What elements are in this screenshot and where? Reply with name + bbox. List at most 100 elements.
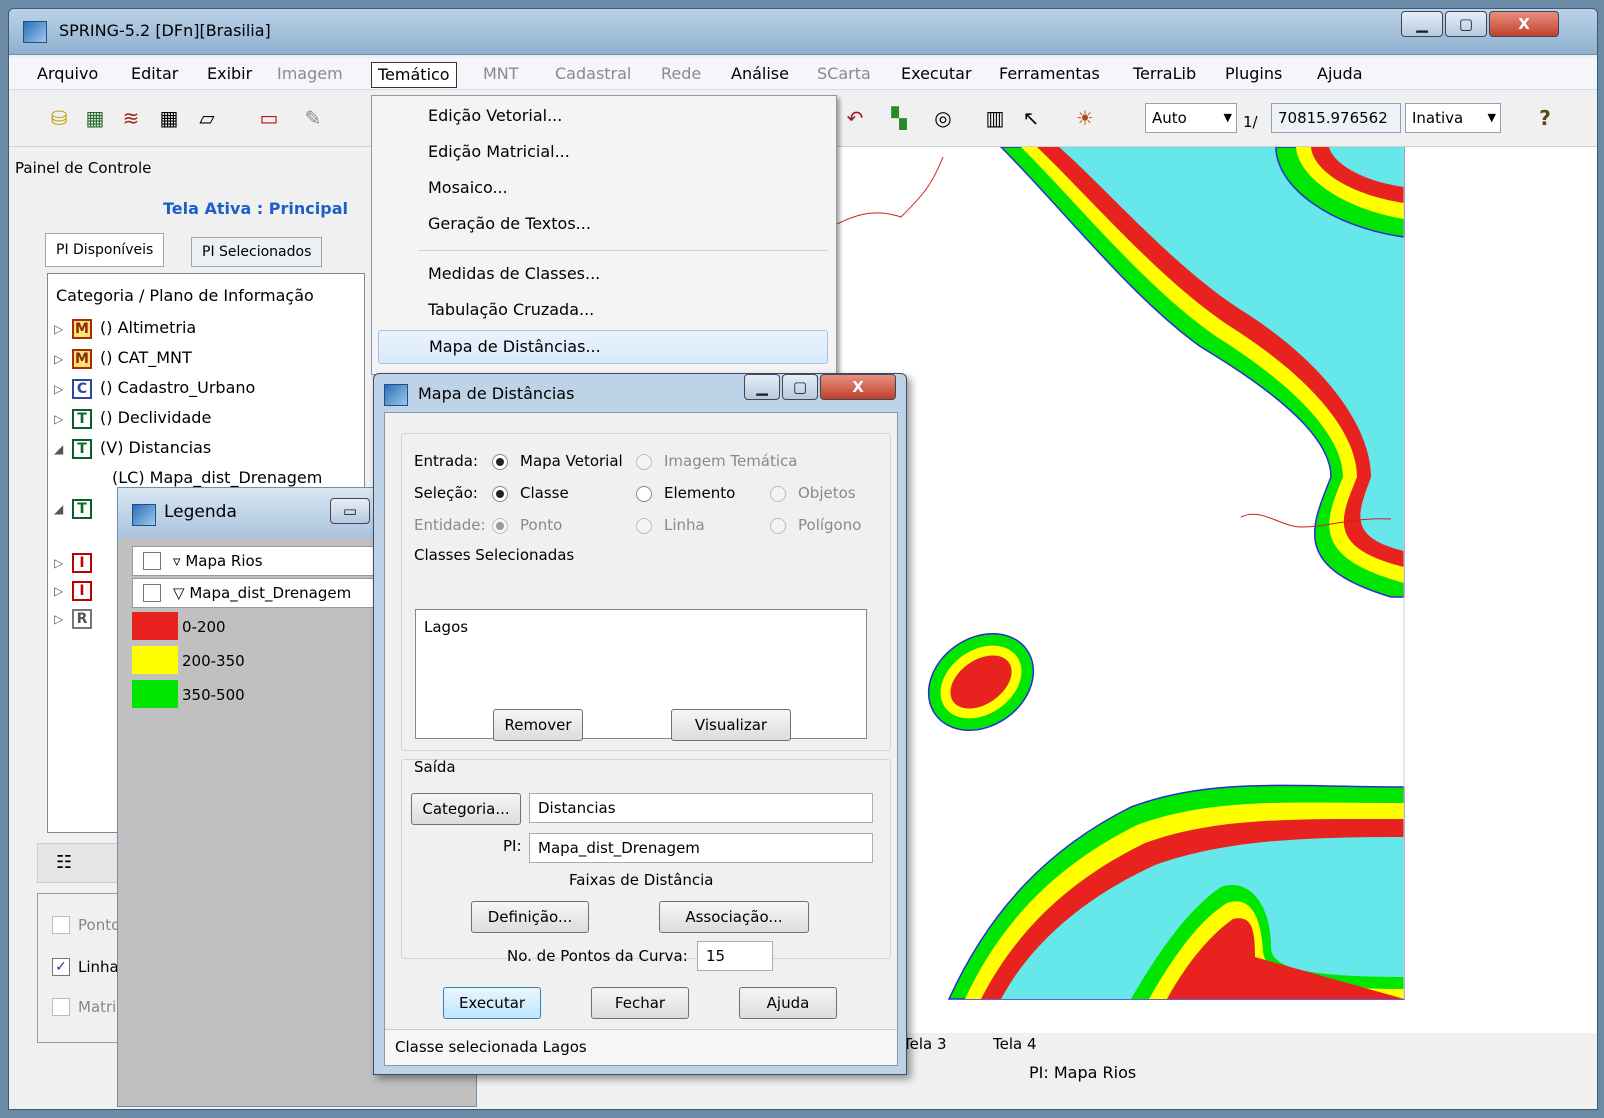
menu-mnt[interactable]: MNT	[483, 64, 519, 83]
pointer-plus-icon[interactable]: ↖	[1022, 106, 1040, 130]
minimize-button[interactable]: ▁	[1401, 11, 1443, 37]
tree-item[interactable]: ▷ T () Declividade	[54, 408, 211, 429]
menu-rede[interactable]: Rede	[661, 64, 702, 83]
menu-item-mapa-distancias[interactable]: Mapa de Distâncias...	[378, 330, 828, 364]
visualizar-button[interactable]: Visualizar	[671, 709, 791, 741]
radio-classe[interactable]	[492, 486, 508, 502]
map-canvas[interactable]	[830, 146, 1549, 1033]
minimize-button[interactable]: ▁	[744, 374, 780, 400]
menu-item-tabulacao-cruzada[interactable]: Tabulação Cruzada...	[428, 300, 595, 319]
maximize-button[interactable]: ▢	[1445, 11, 1487, 37]
layers-icon[interactable]: ≋	[122, 106, 140, 130]
tree-item[interactable]: ◢ T	[54, 498, 100, 519]
screen-icon[interactable]: ▭	[259, 106, 279, 130]
title-bar: SPRING-5.2 [DFn][Brasilia] ▁ ▢ X	[9, 9, 1597, 55]
expand-icon[interactable]: ▷	[54, 612, 64, 626]
checkbox[interactable]	[143, 584, 161, 602]
undo-icon[interactable]: ↶	[846, 106, 864, 130]
remover-button[interactable]: Remover	[493, 709, 583, 741]
tree-item[interactable]: ▷ M () Altimetria	[54, 318, 196, 339]
radio-objetos[interactable]	[770, 486, 786, 502]
radio-elemento[interactable]	[636, 486, 652, 502]
tab-pi-selecionados[interactable]: PI Selecionados	[191, 237, 323, 267]
chart-icon[interactable]: ▥	[985, 106, 1005, 130]
list-item[interactable]: Lagos	[424, 618, 469, 636]
menu-exibir[interactable]: Exibir	[207, 64, 253, 83]
tree-item[interactable]: ▷ R	[54, 608, 100, 629]
menu-imagem[interactable]: Imagem	[277, 64, 343, 83]
expand-icon[interactable]: ▷	[54, 412, 64, 426]
categoria-button[interactable]: Categoria...	[411, 793, 521, 825]
collapse-icon[interactable]: ◢	[54, 502, 64, 516]
tree-item-label: () Cadastro_Urbano	[100, 378, 256, 397]
menu-item-edicao-matricial[interactable]: Edição Matricial...	[428, 142, 570, 161]
menu-ajuda[interactable]: Ajuda	[1317, 64, 1363, 83]
minimize-button[interactable]: ▭	[330, 498, 370, 524]
state-select[interactable]: Inativa ▼	[1405, 103, 1501, 133]
help-icon[interactable]: ?	[1539, 106, 1551, 130]
radio-poligono[interactable]	[770, 518, 786, 534]
panel-title: Painel de Controle	[15, 159, 152, 177]
collapse-icon[interactable]: ◢	[54, 442, 64, 456]
tree-item[interactable]: ▷ M () CAT_MNT	[54, 348, 192, 369]
polygon-icon[interactable]: ▱	[199, 106, 215, 130]
menu-terralib[interactable]: TerraLib	[1133, 64, 1197, 83]
entidade-label: Entidade:	[414, 516, 486, 534]
thematic-icon: T	[72, 409, 92, 429]
radio-ponto[interactable]	[492, 518, 508, 534]
checkbox[interactable]	[143, 552, 161, 570]
expand-icon[interactable]: ▷	[54, 556, 64, 570]
scale-mode-select[interactable]: Auto ▼	[1145, 103, 1237, 133]
menu-scarta[interactable]: SCarta	[817, 64, 871, 83]
tree-item[interactable]: ◢ T (V) Distancias	[54, 438, 211, 459]
draw-icon[interactable]: ✎	[304, 106, 322, 130]
pontos-field[interactable]: 15	[697, 941, 773, 971]
zoom-icon[interactable]: ◎	[934, 106, 952, 130]
tab-pi-disponiveis[interactable]: PI Disponíveis	[45, 233, 165, 267]
pi-field[interactable]: Mapa_dist_Drenagem	[529, 833, 873, 863]
tree-child-item[interactable]: (LC) Mapa_dist_Drenagem	[112, 468, 323, 487]
radio-linha[interactable]	[636, 518, 652, 534]
radio-mapa-vetorial[interactable]	[492, 454, 508, 470]
tab-tela-4[interactable]: Tela 4	[993, 1035, 1037, 1053]
project-icon[interactable]: ▦	[85, 106, 105, 130]
definicao-button[interactable]: Definição...	[471, 901, 589, 933]
grid-icon[interactable]: ▦	[159, 106, 179, 130]
menu-ferramentas[interactable]: Ferramentas	[999, 64, 1100, 83]
tree-item[interactable]: ▷ I	[54, 580, 100, 601]
list-icon[interactable]: ☷	[56, 852, 73, 873]
categoria-field[interactable]: Distancias	[529, 793, 873, 823]
ajuda-button[interactable]: Ajuda	[739, 987, 837, 1019]
menu-plugins[interactable]: Plugins	[1225, 64, 1283, 83]
database-icon[interactable]: ⛁	[50, 106, 68, 130]
maximize-button[interactable]: ▢	[782, 374, 818, 400]
toolset-icon[interactable]: ▚	[891, 106, 907, 130]
executar-button[interactable]: Executar	[443, 987, 541, 1019]
expand-icon[interactable]: ▷	[54, 352, 64, 366]
close-button[interactable]: X	[820, 374, 896, 400]
scale-value-field[interactable]: 70815.976562	[1271, 103, 1401, 133]
menu-cadastral[interactable]: Cadastral	[555, 64, 632, 83]
menu-analise[interactable]: Análise	[731, 64, 789, 83]
expand-icon[interactable]: ▷	[54, 584, 64, 598]
classes-list[interactable]: Lagos	[415, 609, 867, 739]
active-screen-label: Tela Ativa : Principal	[163, 199, 348, 218]
menu-item-geracao-textos[interactable]: Geração de Textos...	[428, 214, 591, 233]
menu-editar[interactable]: Editar	[131, 64, 179, 83]
menu-item-medidas-classes[interactable]: Medidas de Classes...	[428, 264, 601, 283]
expand-icon[interactable]: ▷	[54, 382, 64, 396]
tree-item[interactable]: ▷ C () Cadastro_Urbano	[54, 378, 255, 399]
close-button[interactable]: X	[1489, 11, 1559, 37]
menu-arquivo[interactable]: Arquivo	[37, 64, 99, 83]
fechar-button[interactable]: Fechar	[591, 987, 689, 1019]
associacao-button[interactable]: Associação...	[659, 901, 809, 933]
menu-tematico[interactable]: Temático	[371, 62, 457, 88]
palette-icon[interactable]: ☀	[1076, 106, 1094, 130]
menu-executar[interactable]: Executar	[901, 64, 972, 83]
tree-item[interactable]: ▷ I	[54, 552, 100, 573]
menu-item-mosaico[interactable]: Mosaico...	[428, 178, 508, 197]
menu-item-edicao-vetorial[interactable]: Edição Vetorial...	[428, 106, 563, 125]
radio-imagem-tematica[interactable]	[636, 454, 652, 470]
expand-icon[interactable]: ▷	[54, 322, 64, 336]
tab-tela-3[interactable]: Tela 3	[903, 1035, 947, 1053]
